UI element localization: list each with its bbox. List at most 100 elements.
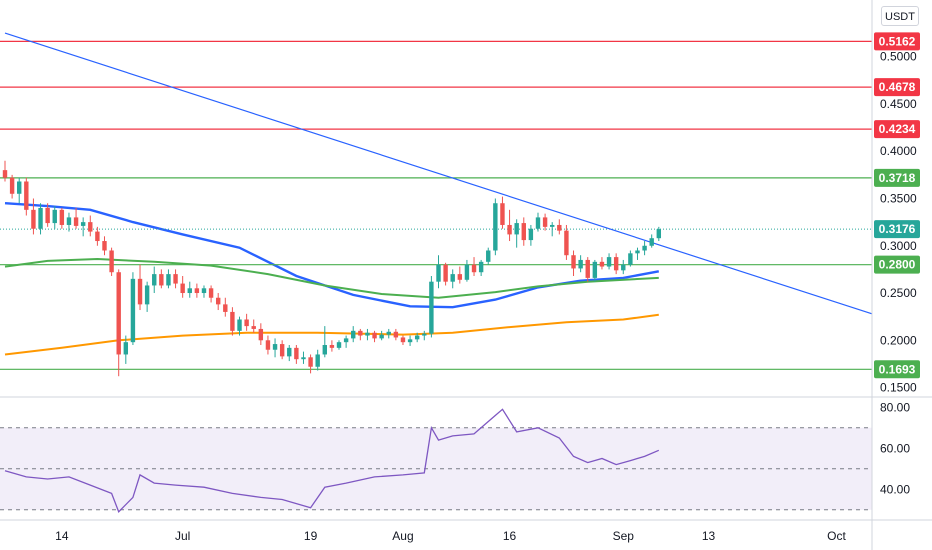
candle-body xyxy=(422,333,427,336)
candle xyxy=(237,316,242,336)
rsi-tick-label: 80.00 xyxy=(880,400,910,414)
candle-body xyxy=(557,224,562,231)
candle xyxy=(386,328,391,339)
candle xyxy=(528,224,534,246)
candle-body xyxy=(244,319,249,327)
candle-body xyxy=(521,223,526,241)
candle-body xyxy=(500,203,505,225)
candle xyxy=(621,259,626,275)
candle-body xyxy=(251,326,256,329)
candle xyxy=(564,224,569,260)
candle xyxy=(258,323,264,346)
price-tick-label: 0.3000 xyxy=(880,239,917,253)
candle-body xyxy=(2,170,8,178)
candle-body xyxy=(599,261,605,267)
candle xyxy=(336,340,342,350)
candle-body xyxy=(400,337,406,343)
candle-body xyxy=(109,250,114,273)
candle xyxy=(606,253,612,270)
candle xyxy=(272,338,278,358)
candle-body xyxy=(386,331,391,335)
candle xyxy=(201,285,207,298)
candle xyxy=(379,330,384,341)
candle-body xyxy=(407,339,413,343)
candle xyxy=(358,328,363,341)
candle-body xyxy=(9,177,15,194)
candle-body xyxy=(592,261,598,278)
candle-body xyxy=(173,274,178,284)
candle-body xyxy=(73,217,79,226)
candle xyxy=(208,285,214,303)
rsi-panel: 40.00 60.00 80.00 xyxy=(0,400,910,513)
rsi-line xyxy=(4,408,660,513)
candle xyxy=(557,219,562,235)
candle xyxy=(294,345,299,364)
current-price-tag: 0.3176 xyxy=(874,220,920,239)
candle xyxy=(187,281,192,298)
candle xyxy=(478,259,484,277)
candle-body xyxy=(550,224,555,227)
candle xyxy=(173,269,178,289)
candle-body xyxy=(393,331,399,338)
candle xyxy=(137,264,143,311)
candle-body xyxy=(528,228,534,241)
candle xyxy=(500,196,505,229)
candle xyxy=(521,217,526,246)
candle-body xyxy=(493,203,498,251)
candle xyxy=(265,335,271,355)
candle-body xyxy=(585,259,590,278)
candle-body xyxy=(457,274,463,280)
currency-badge[interactable]: USDT xyxy=(881,6,919,26)
time-tick-label: Oct xyxy=(827,529,846,543)
candle-body xyxy=(450,274,455,282)
candle xyxy=(2,160,8,182)
candle xyxy=(38,203,43,235)
resistance-tag-box xyxy=(874,78,920,97)
resistance-tag-text: 0.4234 xyxy=(879,122,916,136)
candle-body xyxy=(272,344,278,350)
candle-body xyxy=(443,264,448,282)
candle-body xyxy=(471,264,477,273)
candle-body xyxy=(571,255,576,269)
candle xyxy=(123,335,129,364)
candle-body xyxy=(315,354,320,367)
candle-body xyxy=(322,345,327,355)
candle-body xyxy=(194,288,200,294)
candle-body xyxy=(486,250,491,262)
candle xyxy=(308,354,313,374)
candle xyxy=(407,335,413,346)
candle-body xyxy=(606,257,612,267)
candle xyxy=(329,340,335,352)
candle xyxy=(315,349,320,371)
candle xyxy=(585,257,590,282)
candle xyxy=(287,345,292,362)
support-tag-box xyxy=(874,255,920,274)
candle-body xyxy=(628,253,633,265)
candle-body xyxy=(287,347,292,357)
candle xyxy=(251,319,256,333)
candle-body xyxy=(52,209,57,224)
support-tag: 0.3718 xyxy=(874,168,920,187)
candle xyxy=(457,266,463,284)
price-tick-label: 0.2500 xyxy=(880,286,917,300)
current-price-tag-box xyxy=(874,220,920,239)
candle-body xyxy=(294,347,299,360)
candle xyxy=(365,328,370,341)
candle-body xyxy=(45,207,50,224)
price-tick-label: 0.2000 xyxy=(880,333,917,347)
candle-body xyxy=(365,332,370,336)
candle-body xyxy=(301,357,306,360)
candle-body xyxy=(358,330,363,336)
candle xyxy=(215,293,221,311)
trendline xyxy=(4,32,873,315)
candle xyxy=(17,177,22,204)
candle xyxy=(159,269,164,289)
candle-body xyxy=(102,241,107,251)
candle-body xyxy=(351,330,356,339)
candle-body xyxy=(464,264,470,280)
candle xyxy=(599,257,605,270)
time-tick-label: 16 xyxy=(503,529,517,543)
candle xyxy=(351,326,356,343)
candle xyxy=(102,236,107,256)
candle xyxy=(166,269,171,289)
